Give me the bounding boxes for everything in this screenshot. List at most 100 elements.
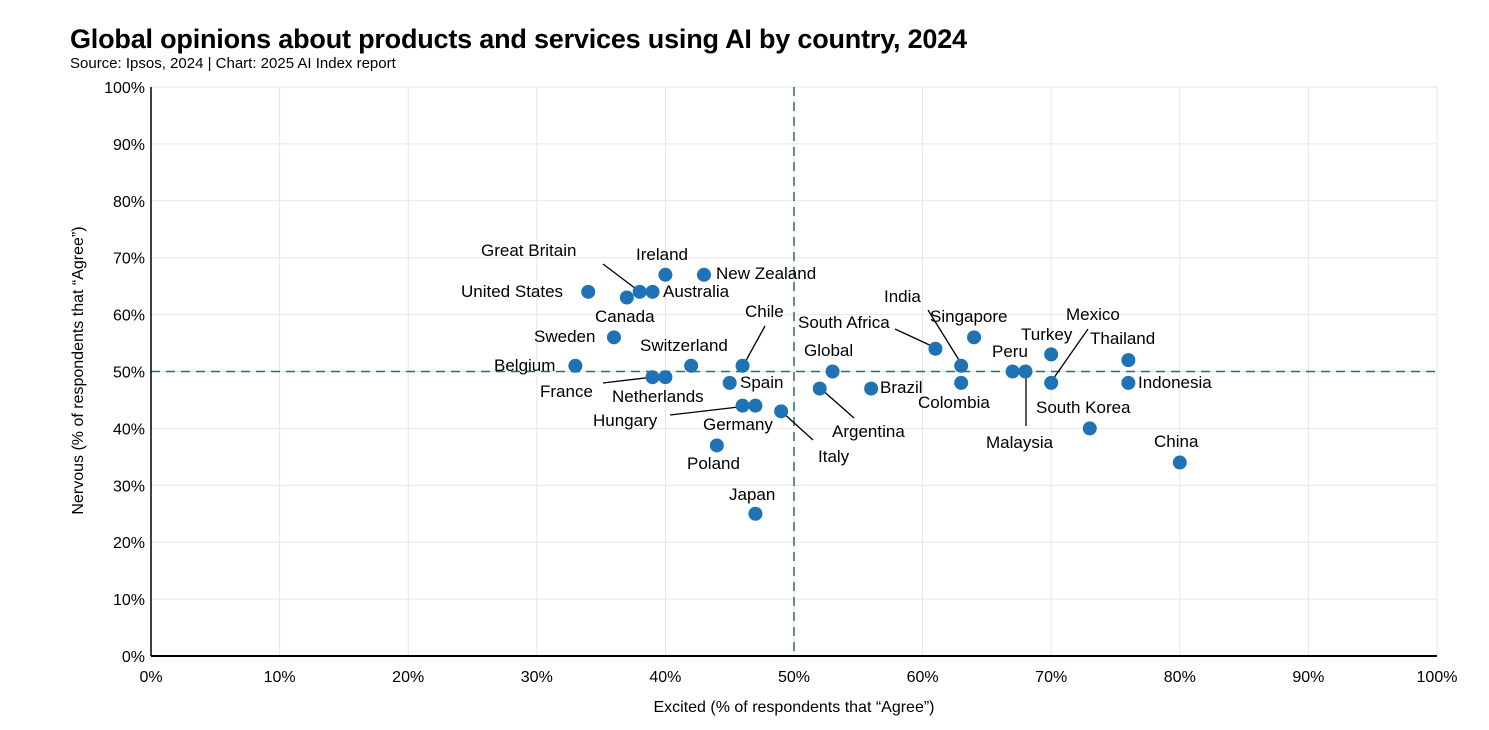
point-turkey[interactable]: [1044, 347, 1059, 362]
label-sweden: Sweden: [534, 327, 595, 346]
y-tick-label: 100%: [104, 80, 145, 97]
label-south-africa: South Africa: [798, 313, 890, 332]
point-singapore[interactable]: [967, 330, 982, 345]
point-ireland[interactable]: [658, 267, 673, 282]
point-germany[interactable]: [735, 398, 750, 413]
label-italy: Italy: [818, 447, 850, 466]
point-japan[interactable]: [748, 506, 763, 521]
label-poland: Poland: [687, 454, 740, 473]
leader-argentina: [819, 387, 855, 419]
point-france[interactable]: [645, 370, 660, 385]
point-south-korea[interactable]: [1082, 421, 1097, 436]
point-sweden[interactable]: [606, 330, 621, 345]
leader-great-britain: [602, 263, 641, 293]
y-tick-label: 70%: [113, 251, 145, 268]
label-south-korea: South Korea: [1036, 398, 1131, 417]
reference-lines: [151, 87, 1437, 656]
point-chile[interactable]: [735, 358, 750, 373]
axes: 0% 10% 20% 30% 40% 50% 60% 70% 80% 90% 100% 0% 10% 20…: [104, 80, 1457, 686]
label-germany: Germany: [703, 415, 773, 434]
label-ireland: Ireland: [636, 245, 688, 264]
point-colombia[interactable]: [954, 375, 969, 390]
chart-title: Global opinions about products and servi…: [70, 24, 967, 54]
leader-india: [927, 309, 963, 366]
point-argentina[interactable]: [812, 381, 827, 396]
chart-subtitle: Source: Ipsos, 2024 | Chart: 2025 AI Ind…: [70, 55, 396, 72]
y-tick-label: 60%: [113, 308, 145, 325]
point-canada[interactable]: [619, 290, 634, 305]
point-hungary[interactable]: [748, 398, 763, 413]
point-malaysia[interactable]: [1018, 364, 1033, 379]
label-france: France: [540, 382, 593, 401]
point-united-states[interactable]: [581, 284, 596, 299]
label-china: China: [1154, 432, 1199, 451]
label-global: Global: [804, 341, 853, 360]
x-axis-title: Excited (% of respondents that “Agree”): [653, 699, 934, 716]
y-tick-label: 50%: [113, 365, 145, 382]
x-tick-label: 50%: [778, 669, 810, 686]
x-tick-label: 40%: [649, 669, 681, 686]
label-thailand: Thailand: [1090, 329, 1155, 348]
x-tick-label: 100%: [1417, 669, 1458, 686]
point-india[interactable]: [954, 358, 969, 373]
point-south-africa[interactable]: [928, 341, 943, 356]
point-labels: United States Canada Great Britain Australi…: [461, 241, 1212, 504]
point-italy[interactable]: [774, 404, 789, 419]
label-canada: Canada: [595, 307, 655, 326]
y-tick-label: 40%: [113, 421, 145, 438]
label-great-britain: Great Britain: [481, 241, 576, 260]
y-tick-label: 10%: [113, 592, 145, 609]
label-new-zealand: New Zealand: [716, 264, 816, 283]
label-colombia: Colombia: [918, 393, 990, 412]
point-poland[interactable]: [709, 438, 724, 453]
label-hungary: Hungary: [593, 411, 658, 430]
y-tick-label: 30%: [113, 478, 145, 495]
y-tick-label: 90%: [113, 137, 145, 154]
data-points: [568, 267, 1187, 521]
x-tick-label: 20%: [392, 669, 424, 686]
point-belgium[interactable]: [568, 358, 583, 373]
label-india: India: [884, 287, 921, 306]
point-brazil[interactable]: [864, 381, 879, 396]
point-australia[interactable]: [645, 284, 660, 299]
x-tick-label: 30%: [521, 669, 553, 686]
label-chile: Chile: [745, 302, 784, 321]
point-peru[interactable]: [1005, 364, 1020, 379]
label-indonesia: Indonesia: [1138, 373, 1212, 392]
leader-chile: [742, 325, 766, 367]
label-turkey: Turkey: [1021, 325, 1073, 344]
leader-mexico: [1050, 328, 1089, 383]
x-tick-label: 90%: [1292, 669, 1324, 686]
x-tick-label: 60%: [907, 669, 939, 686]
label-singapore: Singapore: [930, 307, 1008, 326]
label-united-states: United States: [461, 282, 563, 301]
label-netherlands: Netherlands: [612, 387, 704, 406]
point-new-zealand[interactable]: [696, 267, 711, 282]
label-malaysia: Malaysia: [986, 433, 1054, 452]
label-peru: Peru: [992, 342, 1028, 361]
point-mexico[interactable]: [1044, 375, 1059, 390]
y-axis-title: Nervous (% of respondents that “Agree”): [70, 226, 87, 514]
label-switzerland: Switzerland: [640, 336, 728, 355]
x-tick-label: 80%: [1164, 669, 1196, 686]
point-switzerland[interactable]: [684, 358, 699, 373]
label-brazil: Brazil: [880, 378, 923, 397]
label-japan: Japan: [729, 485, 775, 504]
y-tick-label: 20%: [113, 535, 145, 552]
point-china[interactable]: [1172, 455, 1187, 470]
x-tick-label: 70%: [1035, 669, 1067, 686]
point-great-britain[interactable]: [632, 284, 647, 299]
y-tick-label: 80%: [113, 194, 145, 211]
y-tick-label: 0%: [122, 649, 145, 666]
point-indonesia[interactable]: [1121, 375, 1136, 390]
label-spain: Spain: [740, 373, 783, 392]
leader-france: [602, 376, 654, 384]
point-netherlands[interactable]: [658, 370, 673, 385]
x-tick-label: 10%: [264, 669, 296, 686]
point-spain[interactable]: [722, 375, 737, 390]
point-global[interactable]: [825, 364, 840, 379]
label-mexico: Mexico: [1066, 305, 1120, 324]
x-tick-label: 0%: [139, 669, 162, 686]
point-thailand[interactable]: [1121, 353, 1136, 368]
